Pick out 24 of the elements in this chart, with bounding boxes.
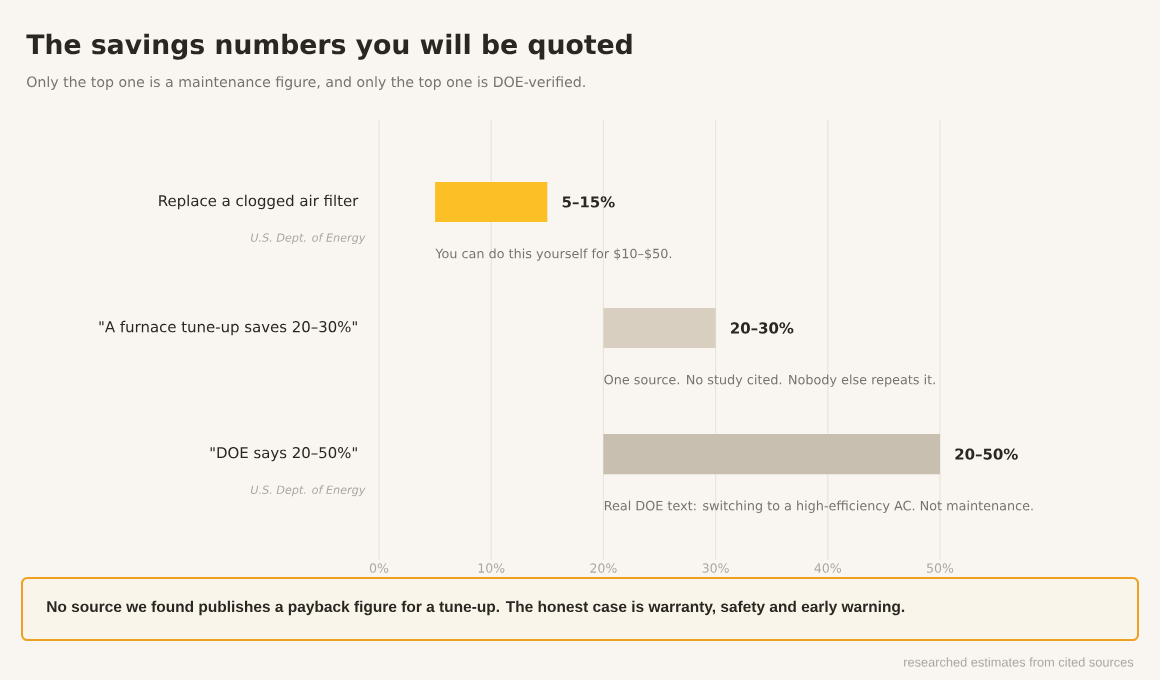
text: U.S. Dept. of Energy <box>250 233 366 245</box>
annotation: 20–30% <box>731 322 794 334</box>
annotation: You can do this yourself for $10–$50. <box>435 248 672 261</box>
y-tick-label: "A furnace tune-up saves 20–30%" <box>99 320 357 336</box>
bar <box>603 434 940 475</box>
x-tick-label: 0% <box>369 563 389 573</box>
text: No source we found publishes a payback figure for a tune-up. The honest case is warranty, safety and early warning. <box>47 600 905 616</box>
annotation: 5–15% <box>562 196 615 208</box>
x-tick-label: 20% <box>590 563 617 573</box>
y-tick-label: Replace a clogged air filter <box>159 194 359 210</box>
annotation: One source. No study cited. Nobody else repeats it. <box>604 374 935 387</box>
x-tick-label: 50% <box>927 563 954 573</box>
chart-subtitle: Only the top one is a maintenance figure, and only the top one is DOE-verified. <box>27 76 585 90</box>
bar <box>603 307 716 349</box>
x-tick-label: 10% <box>478 563 505 573</box>
annotation: 20–50% <box>955 448 1018 460</box>
chart-title: The savings numbers you will be quoted <box>26 33 632 60</box>
x-tick-label: 30% <box>702 563 729 573</box>
x-tick-label: 40% <box>814 563 842 573</box>
text: U.S. Dept. of Energy <box>250 485 366 497</box>
bar <box>435 181 548 222</box>
annotation: Real DOE text: switching to a high-efficiency AC. Not maintenance. <box>604 500 1033 513</box>
y-tick-label: "DOE says 20–50%" <box>210 446 357 462</box>
text: researched estimates from cited sources <box>904 657 1134 667</box>
